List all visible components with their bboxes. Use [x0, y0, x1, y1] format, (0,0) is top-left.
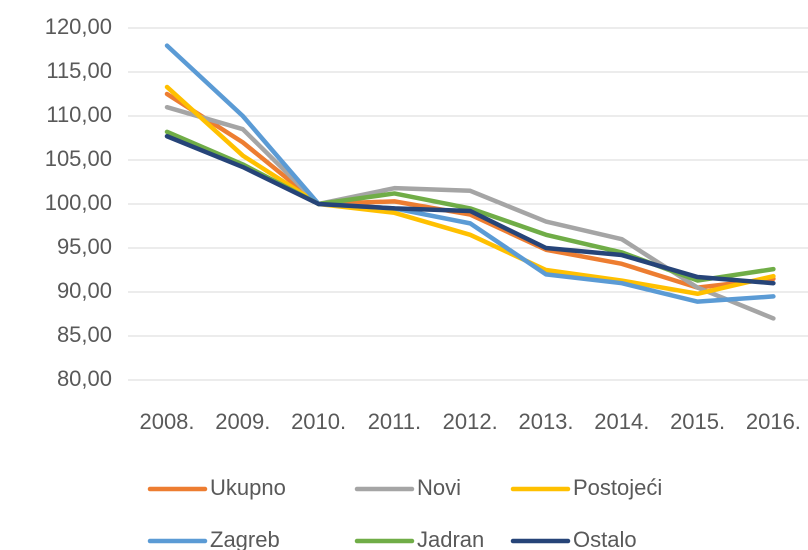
y-tick-label: 85,00 [57, 322, 112, 347]
y-tick-label: 105,00 [45, 146, 112, 171]
x-tick-label: 2016. [746, 409, 801, 434]
x-tick-label: 2010. [291, 409, 346, 434]
series-line [164, 43, 776, 304]
y-tick-label: 95,00 [57, 234, 112, 259]
y-tick-label: 100,00 [45, 190, 112, 215]
x-tick-label: 2013. [518, 409, 573, 434]
legend-label: Postojeći [573, 475, 662, 500]
x-tick-label: 2009. [215, 409, 270, 434]
legend-label: Zagreb [210, 527, 280, 550]
legend-label: Ukupno [210, 475, 286, 500]
y-tick-label: 110,00 [46, 102, 112, 127]
y-tick-label: 115,00 [46, 58, 112, 83]
series-line [164, 84, 776, 297]
series-line [164, 91, 776, 290]
x-tick-label: 2008. [139, 409, 194, 434]
x-tick-label: 2015. [670, 409, 725, 434]
x-tick-label: 2011. [368, 409, 421, 434]
legend-label: Ostalo [573, 527, 637, 550]
x-tick-label: 2014. [594, 409, 649, 434]
legend-label: Novi [417, 475, 461, 500]
series-line [164, 133, 776, 286]
y-tick-label: 90,00 [57, 278, 112, 303]
y-tick-label: 80,00 [57, 366, 112, 391]
y-tick-label: 120,00 [45, 14, 112, 39]
legend-label: Jadran [417, 527, 484, 550]
x-tick-label: 2012. [443, 409, 498, 434]
